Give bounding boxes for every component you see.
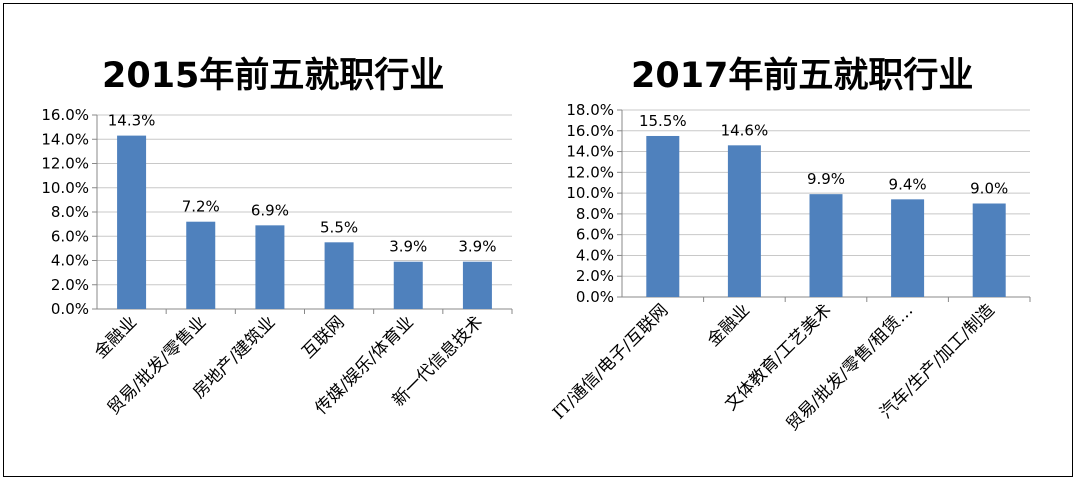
bar-2017-0	[646, 135, 680, 297]
category-label-2017-0: IT/通信/电子/互联网	[549, 300, 672, 423]
y-tick-label-2015-1: 2.0%	[51, 276, 89, 294]
data-label-2015-2: 6.9%	[251, 201, 289, 219]
data-label-2015-3: 5.5%	[320, 218, 358, 236]
y-tick-label-2017-2: 4.0%	[576, 246, 614, 264]
y-tick-label-2015-8: 16.0%	[41, 106, 89, 124]
data-label-2015-1: 7.2%	[182, 198, 220, 216]
chart-title-2015: 2015年前五就职行业	[102, 56, 445, 96]
category-label-2017-1: 金融业	[704, 300, 754, 350]
data-label-2015-5: 3.9%	[458, 238, 496, 256]
y-tick-label-2017-4: 8.0%	[576, 205, 614, 223]
chart-2017: 2017年前五就职行业 0.0% 2.0% 4.0% 6.0% 8.0% 10.0% 12.…	[546, 14, 1072, 479]
y-tick-label-2017-6: 12.0%	[566, 163, 614, 181]
bar-2017-2	[809, 194, 843, 297]
y-tick-label-2015-2: 4.0%	[51, 252, 89, 270]
figure-frame: 2015年前五就职行业 0.0% 2.0% 4.0% 6.0% 8.0% 10.0% 12.…	[3, 3, 1073, 477]
chart-title-2017: 2017年前五就职行业	[631, 56, 974, 96]
y-tick-label-2017-0: 0.0%	[576, 288, 614, 306]
bar-2017-3	[891, 199, 925, 297]
y-tick-label-2017-8: 16.0%	[566, 122, 614, 140]
y-tick-label-2015-3: 6.0%	[51, 227, 89, 245]
y-tick-label-2017-7: 14.0%	[566, 143, 614, 161]
y-tick-label-2015-7: 14.0%	[41, 130, 89, 148]
y-tick-label-2015-6: 12.0%	[41, 155, 89, 173]
data-label-2017-0: 15.5%	[639, 112, 687, 130]
data-label-2015-0: 14.3%	[108, 112, 156, 130]
y-tick-label-2015-4: 8.0%	[51, 203, 89, 221]
bar-2017-4	[972, 203, 1006, 297]
data-label-2017-1: 14.6%	[721, 121, 769, 139]
bar-2015-4	[393, 261, 423, 309]
y-tick-label-2017-9: 18.0%	[566, 101, 614, 119]
bar-2015-0	[117, 135, 147, 309]
data-label-2017-3: 9.4%	[889, 175, 927, 193]
chart-2015: 2015年前五就职行业 0.0% 2.0% 4.0% 6.0% 8.0% 10.0% 12.…	[12, 14, 524, 479]
bar-plot-2017: 0.0% 2.0% 4.0% 6.0% 8.0% 10.0% 12.0% 14.0% 16.0%…	[549, 101, 1031, 435]
y-tick-label-2017-5: 10.0%	[566, 184, 614, 202]
data-label-2015-4: 3.9%	[389, 238, 427, 256]
data-label-2017-4: 9.0%	[970, 180, 1008, 198]
bar-2015-5	[462, 261, 492, 309]
bar-2017-1	[727, 145, 761, 297]
y-tick-label-2017-1: 2.0%	[576, 267, 614, 285]
bar-2015-2	[255, 225, 285, 309]
y-tick-label-2017-3: 6.0%	[576, 226, 614, 244]
data-label-2017-2: 9.9%	[807, 170, 845, 188]
y-tick-label-2015-5: 10.0%	[41, 179, 89, 197]
category-label-2015-0: 金融业	[91, 312, 141, 362]
bar-2015-3	[324, 242, 354, 309]
category-label-2015-3: 互联网	[298, 312, 348, 362]
y-tick-label-2015-0: 0.0%	[51, 300, 89, 318]
bar-plot-2015: 0.0% 2.0% 4.0% 6.0% 8.0% 10.0% 12.0% 14.0% 16.0%…	[41, 106, 513, 419]
bar-2015-1	[186, 221, 216, 309]
